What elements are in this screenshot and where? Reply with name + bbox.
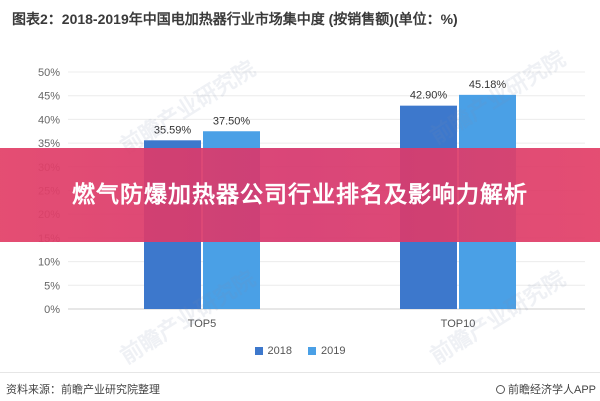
legend-label-2018: 2018 (267, 345, 292, 357)
y-tick-label: 0% (44, 304, 60, 316)
brand: 前瞻经济学人APP (495, 381, 596, 397)
title-banner: 燃气防爆加热器公司行业排名及影响力解析 (0, 148, 600, 242)
brand-name: 前瞻经济学人APP (507, 384, 596, 396)
chart-legend: 2018 2019 (0, 345, 600, 357)
legend-swatch-2019 (308, 347, 316, 355)
x-tick-label: TOP5 (188, 318, 217, 330)
y-tick-label: 35% (38, 138, 60, 150)
y-tick-label: 50% (38, 67, 60, 79)
chart-title: 图表2：2018-2019年中国电加热器行业市场集中度 (按销售额)(单位：%) (12, 11, 458, 27)
data-label: 45.18% (469, 79, 507, 91)
data-label: 37.50% (213, 115, 251, 127)
x-tick-label: TOP10 (441, 318, 476, 330)
source-note: 资料来源：前瞻产业研究院整理 (6, 384, 160, 396)
legend-item-2018[interactable]: 2018 (254, 345, 292, 357)
banner-heading: 燃气防爆加热器公司行业排名及影响力解析 (72, 181, 528, 208)
legend-item-2019[interactable]: 2019 (308, 345, 345, 357)
footer: 资料来源：前瞻产业研究院整理 前瞻经济学人APP (0, 372, 600, 401)
y-tick-label: 40% (38, 114, 60, 126)
y-tick-label: 45% (38, 91, 60, 103)
data-label: 35.59% (154, 124, 192, 136)
brand-logo-icon (495, 384, 505, 394)
data-label: 42.90% (410, 90, 448, 102)
y-tick-label: 5% (44, 280, 60, 292)
y-tick-label: 10% (38, 257, 60, 269)
legend-swatch-2018 (254, 347, 263, 355)
legend-label-2019: 2019 (321, 345, 346, 357)
